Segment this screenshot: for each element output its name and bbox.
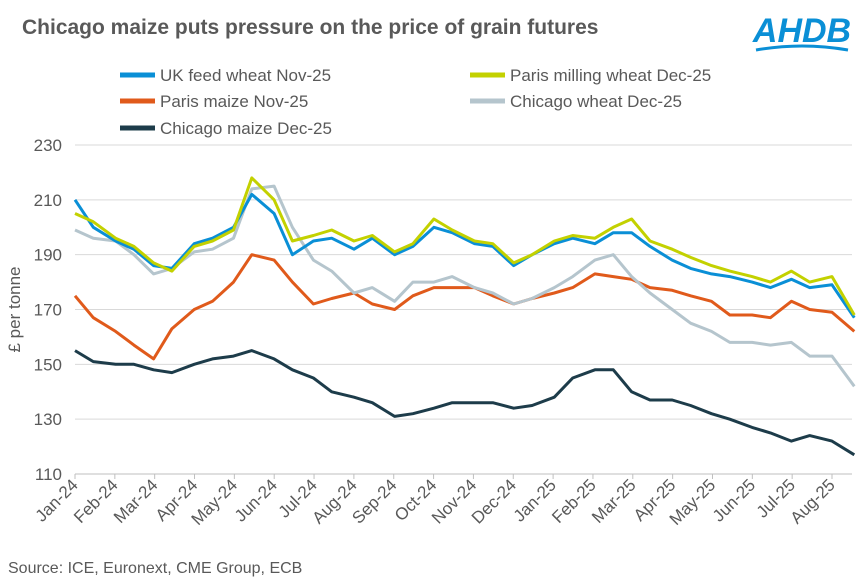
- series-line-4: [74, 349, 856, 457]
- x-tick-label: Dec-24: [468, 475, 520, 527]
- y-tick-label: 150: [34, 355, 62, 374]
- series-line-1: [74, 176, 856, 316]
- y-axis-label: £ per tonne: [5, 266, 24, 352]
- x-tick-label: Jun-24: [231, 475, 281, 525]
- x-tick-label: Sep-24: [348, 475, 400, 527]
- ahdb-logo: AHDB: [752, 12, 851, 52]
- x-tick-label: Feb-24: [70, 475, 122, 527]
- legend-label: Chicago maize Dec-25: [160, 119, 332, 138]
- legend-label: UK feed wheat Nov-25: [160, 66, 331, 85]
- y-tick-label: 190: [34, 246, 62, 265]
- source-note: Source: ICE, Euronext, CME Group, ECB: [8, 560, 303, 577]
- x-tick-label: Mar-25: [588, 475, 640, 527]
- legend-label: Paris maize Nov-25: [160, 92, 308, 111]
- x-tick-label: Feb-25: [548, 475, 600, 527]
- legend-label: Paris milling wheat Dec-25: [510, 66, 711, 85]
- series-line-3: [74, 184, 856, 388]
- x-tick-label: Aug-25: [787, 475, 839, 527]
- svg-text:AHDB: AHDB: [752, 12, 851, 50]
- y-tick-label: 230: [34, 136, 62, 155]
- chart-title: Chicago maize puts pressure on the price…: [22, 16, 599, 39]
- x-tick-label: Jun-25: [709, 475, 759, 525]
- y-tick-label: 170: [34, 301, 62, 320]
- series-line-2: [73, 253, 856, 361]
- legend-label: Chicago wheat Dec-25: [510, 92, 682, 111]
- y-tick-label: 210: [34, 191, 62, 210]
- x-tick-label: Mar-24: [110, 475, 162, 527]
- series-line-0: [73, 192, 856, 319]
- y-tick-label: 130: [34, 410, 62, 429]
- y-tick-label: 110: [35, 465, 62, 484]
